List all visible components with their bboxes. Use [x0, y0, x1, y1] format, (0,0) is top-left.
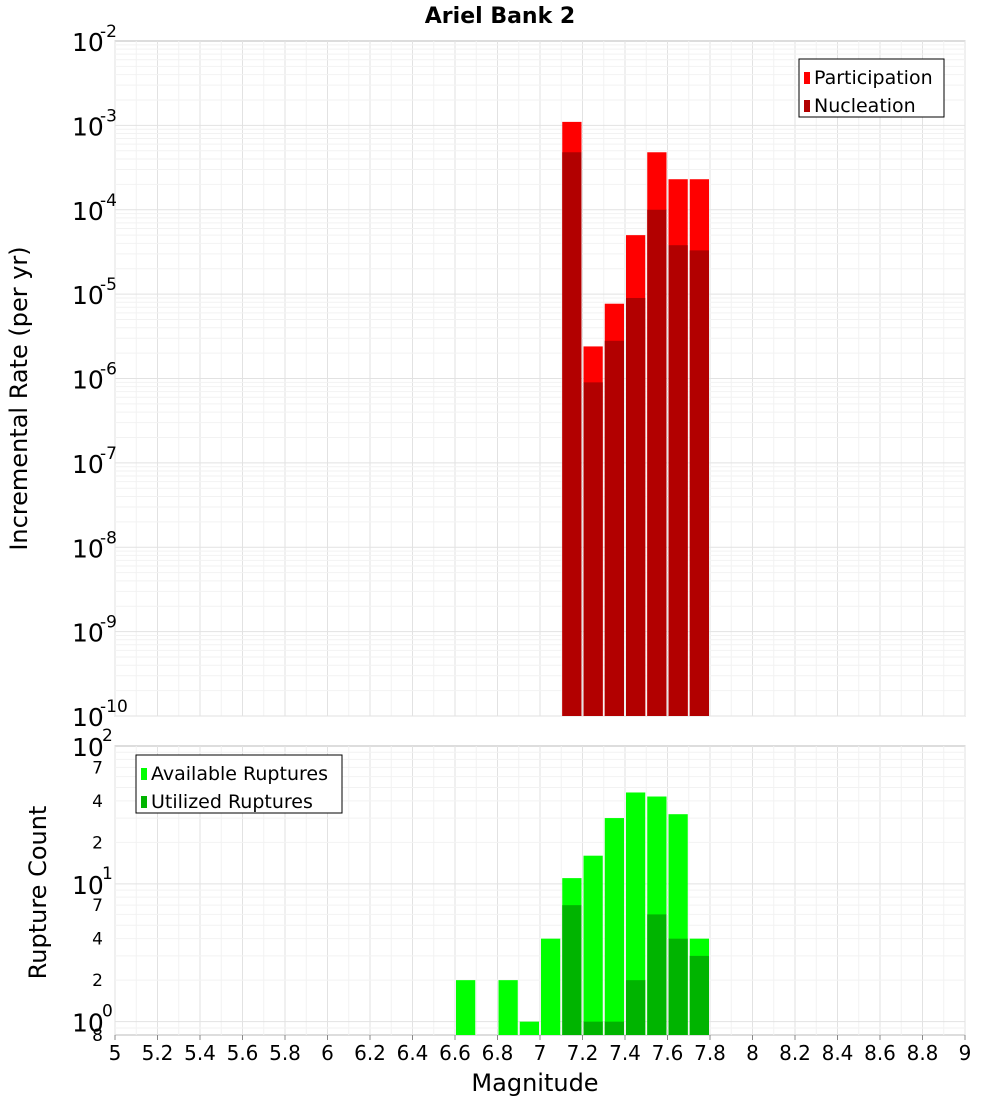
bar-available-ruptures: [456, 980, 476, 1035]
legend-label: Utilized Ruptures: [151, 791, 313, 813]
y-tick-label: 10: [72, 619, 104, 648]
bar-available-ruptures: [519, 1021, 539, 1035]
y-tick-label: 7: [92, 896, 103, 916]
y-tick-label: 8: [92, 1026, 103, 1046]
y-tick-exponent: 2: [102, 726, 113, 746]
x-tick-label: 8: [746, 1041, 759, 1065]
bar-utilized-ruptures: [647, 914, 667, 1035]
bar-utilized-ruptures: [626, 980, 646, 1035]
y-tick-label: 10: [72, 1009, 104, 1038]
x-ticks: 5 5.2 5.4 5.6 5.8 6 6.2 6.4 6.6 6.8 7 7.2 7.4 7.6 7.8 8…: [109, 1035, 972, 1065]
y-tick-label: 10: [72, 197, 104, 226]
x-tick-label: 8.4: [822, 1041, 854, 1065]
bar-nucleation: [647, 209, 667, 716]
legend-label: Nucleation: [814, 95, 916, 117]
y-tick-exponent: 0: [102, 1002, 113, 1022]
y-tick-label: 2: [92, 971, 103, 991]
y-tick-exponent: -5: [100, 275, 117, 295]
x-tick-label: 5.6: [227, 1041, 259, 1065]
y-tick-label: 7: [92, 758, 103, 778]
y-tick-label: 10: [72, 733, 104, 762]
legend-label: Participation: [814, 67, 933, 89]
bar-available-ruptures: [541, 938, 561, 1035]
y-tick-label: 10: [72, 28, 104, 57]
y-tick-label: 4: [92, 930, 103, 950]
y-tick-exponent: -9: [100, 613, 117, 633]
rate-grid: [114, 41, 966, 717]
rate-bars: [562, 121, 709, 717]
bar-available-ruptures: [604, 818, 624, 1035]
y-tick-exponent: -2: [100, 22, 117, 42]
x-axis-label: Magnitude: [471, 1069, 598, 1097]
bar-utilized-ruptures: [668, 938, 688, 1035]
x-tick-label: 7.2: [567, 1041, 599, 1065]
rate-legend: Participation Nucleation: [798, 58, 945, 118]
y-tick-label: 10: [72, 281, 104, 310]
bar-utilized-ruptures: [562, 905, 582, 1035]
count-y-axis-label: Rupture Count: [24, 806, 52, 980]
y-tick-label: 10: [72, 112, 104, 141]
count-legend: Available Ruptures Utilized Ruptures: [135, 754, 343, 814]
rate-y-axis-label: Incremental Rate (per yr): [5, 246, 33, 550]
bar-available-ruptures: [498, 980, 518, 1035]
x-tick-label: 5.8: [269, 1041, 301, 1065]
y-tick-exponent: -4: [100, 191, 117, 211]
x-tick-label: 6.8: [482, 1041, 514, 1065]
legend-box: [798, 58, 945, 118]
count-bars: [456, 792, 709, 1035]
x-tick-label: 9: [959, 1041, 972, 1065]
x-tick-label: 6.2: [354, 1041, 386, 1065]
bar-nucleation: [689, 250, 709, 717]
x-tick-label: 5.4: [184, 1041, 216, 1065]
x-tick-label: 8.2: [779, 1041, 811, 1065]
legend-box: [135, 754, 343, 814]
legend-swatch: [804, 100, 810, 112]
x-tick-label: 7.4: [609, 1041, 641, 1065]
bar-nucleation: [604, 340, 624, 716]
y-tick-label: 2: [92, 833, 103, 853]
x-tick-label: 6: [321, 1041, 334, 1065]
legend-swatch: [804, 72, 810, 84]
y-tick-exponent: -6: [100, 360, 117, 380]
y-tick-exponent: 1: [102, 864, 113, 884]
x-tick-label: 8.6: [864, 1041, 896, 1065]
bar-nucleation: [562, 152, 582, 716]
x-tick-label: 5: [109, 1041, 122, 1065]
x-tick-label: 7: [534, 1041, 547, 1065]
bar-nucleation: [626, 297, 646, 716]
y-tick-exponent: -3: [100, 106, 117, 126]
y-tick-exponent: -7: [100, 444, 117, 464]
y-tick-label: 10: [72, 534, 104, 563]
y-tick-label: 10: [72, 366, 104, 395]
x-tick-label: 5.2: [142, 1041, 174, 1065]
bar-utilized-ruptures: [689, 955, 709, 1035]
chart-title: Ariel Bank 2: [425, 4, 575, 29]
legend-label: Available Ruptures: [151, 763, 328, 785]
x-tick-label: 6.6: [439, 1041, 471, 1065]
bar-available-ruptures: [583, 855, 603, 1035]
x-tick-label: 8.8: [907, 1041, 939, 1065]
y-tick-exponent: -10: [100, 697, 128, 717]
legend-swatch: [141, 768, 147, 780]
y-tick-label: 10: [72, 703, 104, 732]
legend-swatch: [141, 796, 147, 808]
x-tick-label: 7.8: [694, 1041, 726, 1065]
bar-nucleation: [583, 382, 603, 716]
y-tick-label: 4: [92, 792, 103, 812]
x-tick-label: 6.4: [397, 1041, 429, 1065]
bar-nucleation: [668, 245, 688, 717]
y-tick-label: 10: [72, 450, 104, 479]
bar-available-ruptures: [626, 792, 646, 1035]
bar-utilized-ruptures: [604, 1021, 624, 1035]
y-tick-exponent: -8: [100, 528, 117, 548]
y-tick-label: 10: [72, 871, 104, 900]
x-tick-label: 7.6: [652, 1041, 684, 1065]
bar-utilized-ruptures: [583, 1021, 603, 1035]
